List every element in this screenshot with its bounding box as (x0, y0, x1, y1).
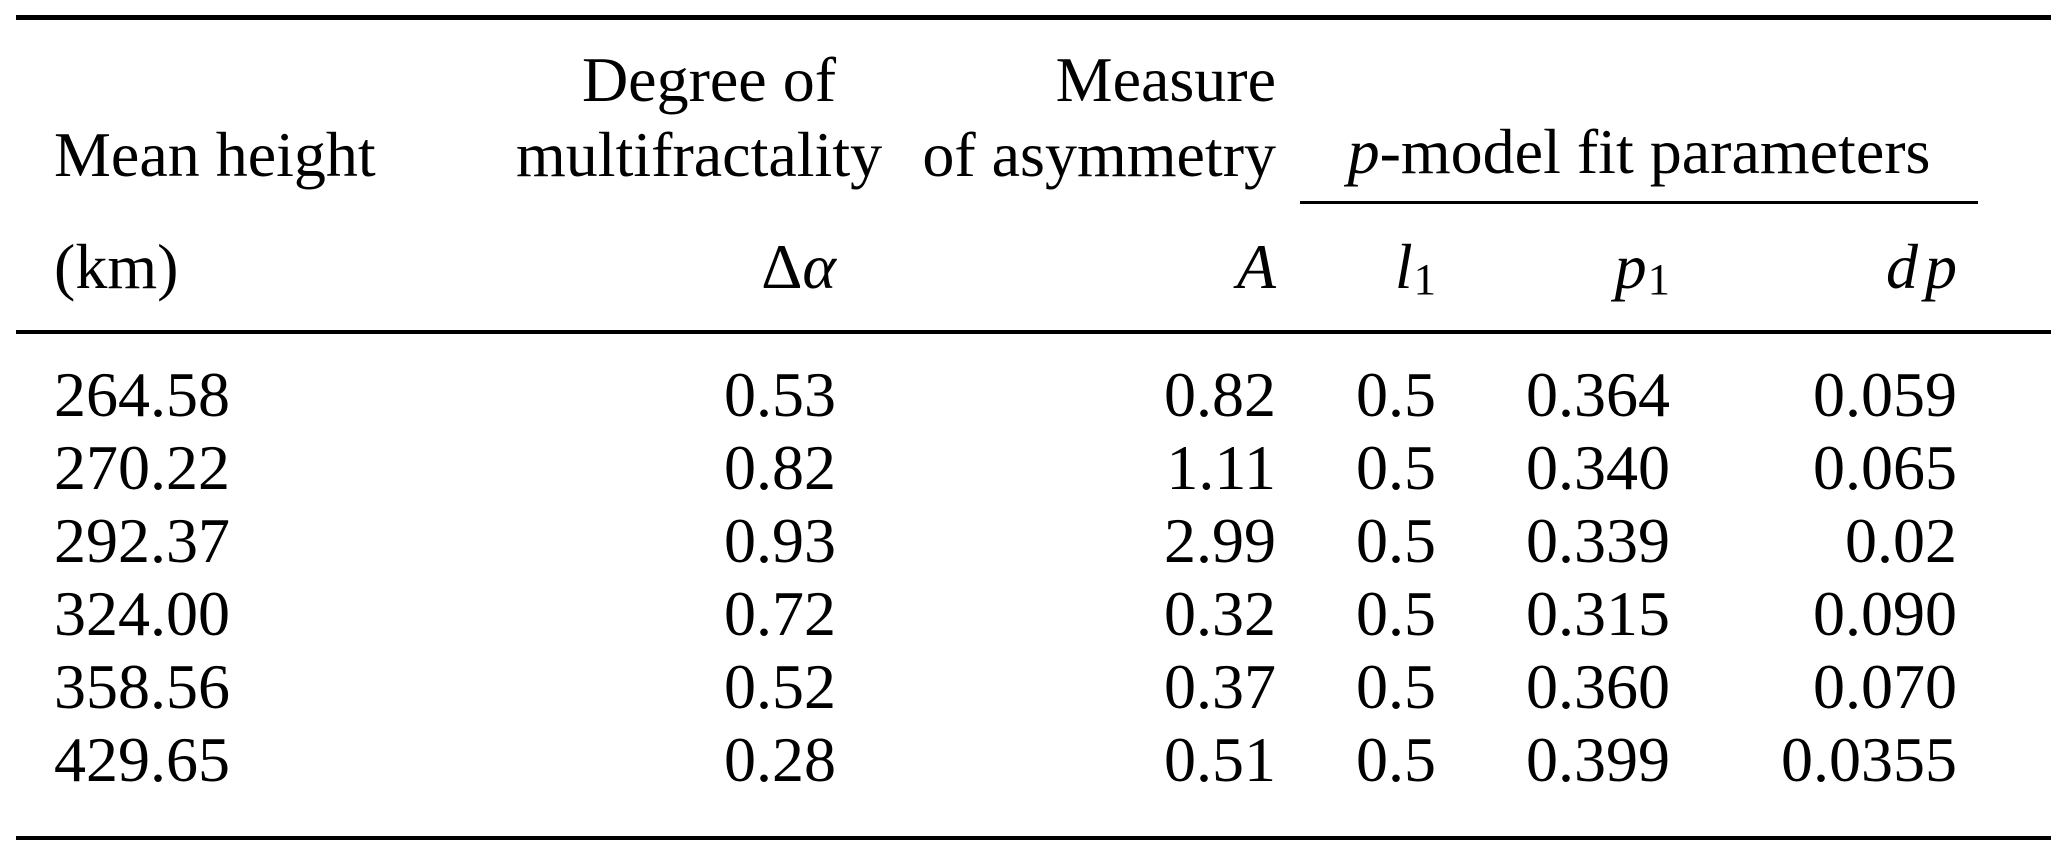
header-measure-line1: Measure (1055, 43, 1276, 115)
table-row: 324.00 0.72 0.32 0.5 0.315 0.090 (16, 577, 2051, 650)
header-unit-km: (km) (16, 203, 516, 334)
dp-symbol-p: p (1925, 230, 1957, 302)
cell-l1: 0.5 (1356, 504, 1436, 576)
dp-symbol-d: d (1886, 230, 1918, 302)
multifractal-parameters-table: Mean height Degree of multifractality Me… (16, 15, 2051, 840)
header-symbol-delta-alpha: Δα (516, 203, 836, 334)
cell-mean-height: 358.56 (54, 650, 230, 722)
cell-l1: 0.5 (1356, 650, 1436, 722)
cell-asymmetry: 0.37 (1164, 650, 1276, 722)
cell-p1: 0.364 (1526, 358, 1670, 430)
cell-dp: 0.090 (1813, 577, 1957, 649)
cell-delta-alpha: 0.93 (724, 504, 836, 576)
cell-l1: 0.5 (1356, 358, 1436, 430)
cell-p1: 0.339 (1526, 504, 1670, 576)
cell-delta-alpha: 0.82 (724, 431, 836, 503)
cell-asymmetry: 1.11 (1166, 431, 1276, 503)
alpha-symbol: α (802, 230, 836, 302)
table-row: 264.58 0.53 0.82 0.5 0.364 0.059 (16, 332, 2051, 431)
cell-mean-height: 270.22 (54, 431, 230, 503)
cell-asymmetry: 2.99 (1164, 504, 1276, 576)
header-mean-height-label: Mean height (54, 118, 376, 190)
cell-l1: 0.5 (1356, 577, 1436, 649)
header-degree-line1: Degree of (581, 43, 836, 115)
table-row: 429.65 0.28 0.51 0.5 0.399 0.0355 (16, 723, 2051, 838)
cell-mean-height: 264.58 (54, 358, 230, 430)
cell-mean-height: 292.37 (54, 504, 230, 576)
header-pmodel-group-label: p-model fit parameters (1300, 115, 1978, 204)
cell-l1: 0.5 (1356, 431, 1436, 503)
cell-dp: 0.02 (1845, 504, 1957, 576)
cell-p1: 0.360 (1526, 650, 1670, 722)
header-measure-line2: of asymmetry (922, 118, 1276, 190)
cell-delta-alpha: 0.52 (724, 650, 836, 722)
table-row: 358.56 0.52 0.37 0.5 0.360 0.070 (16, 650, 2051, 723)
cell-dp: 0.059 (1813, 358, 1957, 430)
cell-asymmetry: 0.51 (1164, 723, 1276, 795)
cell-dp: 0.070 (1813, 650, 1957, 722)
cell-dp: 0.0355 (1781, 723, 1957, 795)
cell-asymmetry: 0.82 (1164, 358, 1276, 430)
cell-dp: 0.065 (1813, 431, 1957, 503)
header-degree-of-multifractality: Degree of multifractality (516, 18, 882, 204)
table-body: 264.58 0.53 0.82 0.5 0.364 0.059 270.22 … (16, 332, 2051, 838)
cell-mean-height: 324.00 (54, 577, 230, 649)
cell-mean-height: 429.65 (54, 723, 230, 795)
header-measure-of-asymmetry: Measure of asymmetry (836, 18, 1276, 204)
header-symbol-p1: p1 (1436, 203, 1670, 334)
unit-km-label: (km) (54, 230, 179, 302)
header-symbol-A: A (836, 203, 1276, 334)
cell-asymmetry: 0.32 (1164, 577, 1276, 649)
table-header: Mean height Degree of multifractality Me… (16, 18, 2051, 334)
l1-symbol: l (1394, 230, 1413, 302)
pmodel-title-rest: -model fit parameters (1379, 115, 1931, 187)
header-row-titles: Mean height Degree of multifractality Me… (16, 18, 2051, 204)
header-pmodel-group: p-model fit parameters (1276, 18, 2051, 204)
cell-p1: 0.315 (1526, 577, 1670, 649)
table-row: 292.37 0.93 2.99 0.5 0.339 0.02 (16, 504, 2051, 577)
cell-l1: 0.5 (1356, 723, 1436, 795)
header-symbol-l1: l1 (1276, 203, 1436, 334)
cell-p1: 0.399 (1526, 723, 1670, 795)
delta-symbol: Δ (761, 230, 803, 302)
cell-delta-alpha: 0.72 (724, 577, 836, 649)
asymmetry-symbol: A (1236, 230, 1276, 302)
header-mean-height: Mean height (16, 18, 516, 204)
cell-delta-alpha: 0.28 (724, 723, 836, 795)
p1-symbol: p (1614, 230, 1647, 302)
cell-delta-alpha: 0.53 (724, 358, 836, 430)
pmodel-symbol-p: p (1347, 115, 1380, 187)
header-degree-line2: multifractality (516, 118, 883, 190)
l1-subscript: 1 (1413, 253, 1436, 304)
p1-subscript: 1 (1647, 253, 1670, 304)
table-row: 270.22 0.82 1.11 0.5 0.340 0.065 (16, 431, 2051, 504)
cell-p1: 0.340 (1526, 431, 1670, 503)
